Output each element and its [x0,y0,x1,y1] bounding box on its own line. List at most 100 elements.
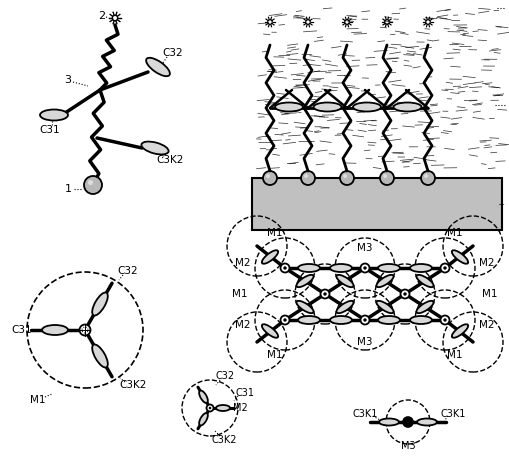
Text: M1: M1 [30,395,46,405]
Text: C3K1: C3K1 [440,409,466,419]
Ellipse shape [199,390,208,403]
Circle shape [360,264,370,272]
Text: C3K2: C3K2 [119,380,147,390]
Circle shape [383,174,387,178]
Text: C3K2: C3K2 [156,155,184,165]
Ellipse shape [336,301,354,313]
Circle shape [209,407,211,409]
Circle shape [280,264,290,272]
Ellipse shape [216,405,230,411]
Ellipse shape [417,419,437,426]
Circle shape [443,318,447,322]
Text: M2: M2 [235,258,251,268]
Text: M3: M3 [357,337,373,347]
Ellipse shape [376,275,393,287]
Ellipse shape [393,102,421,112]
Ellipse shape [330,264,352,272]
Circle shape [421,171,435,185]
Ellipse shape [42,325,68,335]
Circle shape [380,171,394,185]
Ellipse shape [146,58,170,76]
Text: M1: M1 [267,228,283,238]
Text: 2: 2 [98,11,105,21]
Ellipse shape [262,250,278,264]
Circle shape [88,180,93,185]
Ellipse shape [378,316,400,324]
Text: C32: C32 [118,266,138,276]
Text: M1: M1 [482,289,498,299]
Circle shape [403,417,413,427]
Text: 3: 3 [65,75,71,85]
Circle shape [263,171,277,185]
Text: СОС: СОС [508,100,509,110]
Text: C31: C31 [40,125,60,135]
Ellipse shape [296,301,314,313]
Text: C3K2: C3K2 [211,435,237,445]
Circle shape [360,315,370,325]
Text: M1: M1 [447,228,463,238]
Ellipse shape [410,316,432,324]
Ellipse shape [416,301,434,313]
Ellipse shape [379,419,399,426]
Circle shape [363,318,366,322]
Text: M1: M1 [447,350,463,360]
Ellipse shape [199,413,208,426]
Text: M2: M2 [479,258,495,268]
Text: M3: M3 [357,243,373,253]
Circle shape [280,315,290,325]
Ellipse shape [275,102,303,112]
Circle shape [440,264,449,272]
Ellipse shape [410,264,432,272]
Circle shape [340,171,354,185]
Circle shape [266,174,270,178]
Text: C32: C32 [215,371,235,381]
Circle shape [440,315,449,325]
Text: C31: C31 [12,325,32,335]
Circle shape [343,174,347,178]
Ellipse shape [376,301,393,313]
Ellipse shape [298,264,320,272]
Circle shape [403,292,407,296]
Ellipse shape [92,344,108,367]
Ellipse shape [40,110,68,120]
Text: П: П [508,197,509,211]
Ellipse shape [298,316,320,324]
Ellipse shape [378,264,400,272]
Circle shape [323,292,327,296]
Text: M2: M2 [479,320,495,330]
Text: C31: C31 [236,388,254,398]
Text: M2: M2 [235,320,251,330]
Circle shape [79,325,91,336]
Circle shape [321,290,329,299]
Circle shape [284,266,287,270]
Text: Р: Р [508,1,509,14]
Text: 1: 1 [65,184,71,194]
Bar [252,178,502,230]
Text: M3: M3 [401,441,415,451]
Ellipse shape [262,324,278,338]
Text: C3K1: C3K1 [352,409,378,419]
Circle shape [401,290,410,299]
Ellipse shape [353,102,381,112]
Circle shape [424,174,428,178]
Circle shape [301,171,315,185]
Ellipse shape [296,275,314,287]
Circle shape [363,266,366,270]
Circle shape [304,174,308,178]
Ellipse shape [452,324,468,338]
Text: C32: C32 [163,48,183,58]
Circle shape [443,266,447,270]
Ellipse shape [92,292,108,315]
Ellipse shape [314,102,342,112]
Ellipse shape [416,275,434,287]
Ellipse shape [336,275,354,287]
Text: M1: M1 [267,350,283,360]
Circle shape [284,318,287,322]
Circle shape [207,404,213,412]
Ellipse shape [452,250,468,264]
Ellipse shape [330,316,352,324]
Ellipse shape [142,142,168,154]
Text: M1: M1 [232,289,248,299]
Circle shape [84,176,102,194]
Text: M2: M2 [233,403,247,413]
